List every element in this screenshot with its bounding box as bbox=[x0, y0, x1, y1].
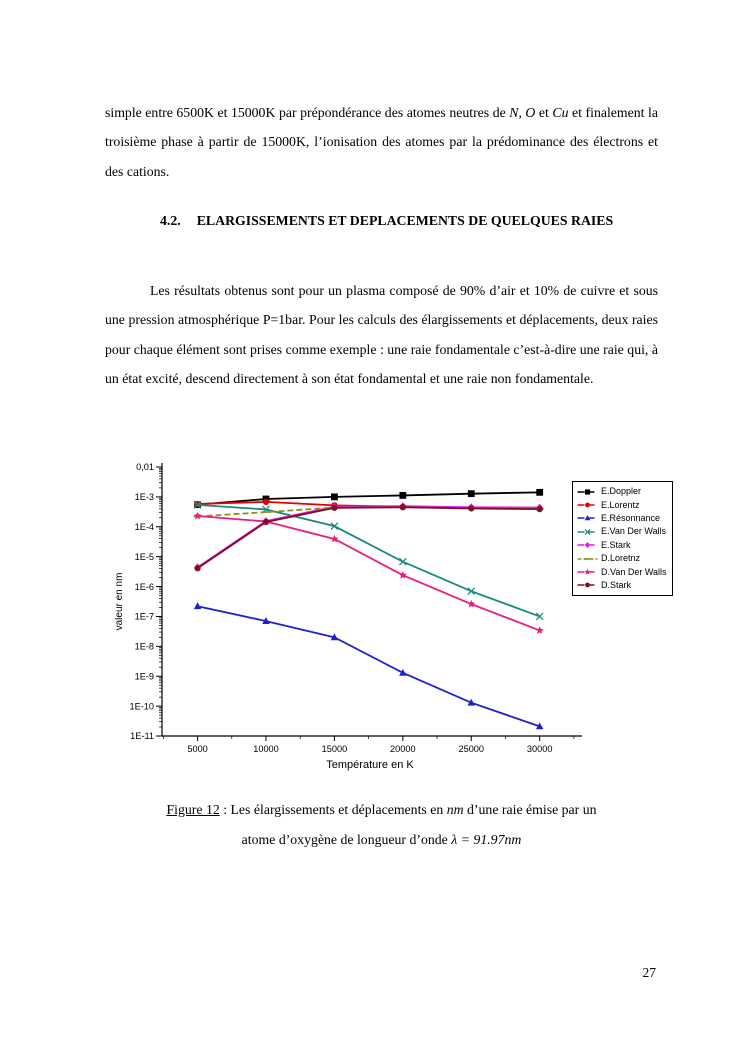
legend-label: D.Van Der Walls bbox=[601, 566, 667, 577]
chart-canvas: 0,01 1E-3 1E-4 1E-5 1E-6 1E-7 1E-8 1E-9 1E-10 1E-… bbox=[115, 462, 582, 771]
x-axis-tick-label: 10000 bbox=[253, 744, 279, 754]
page-number: 27 bbox=[642, 965, 657, 980]
text-run: d’une raie émise par un bbox=[463, 802, 597, 817]
legend-item-d-stark: D.Stark bbox=[577, 579, 672, 592]
series-e-van-der-walls bbox=[193, 501, 544, 621]
x-axis-title: Température en K bbox=[326, 759, 414, 771]
series-e-r-sonnance bbox=[193, 602, 544, 730]
y-axis-tick-label: 1E-3 bbox=[135, 492, 154, 502]
section-title: ELARGISSEMENTS ET DEPLACEMENTS DE QUELQU… bbox=[196, 213, 614, 228]
series-line-e-van-der-walls bbox=[197, 503, 540, 618]
section-number: 4.2. bbox=[160, 213, 181, 228]
x-axis-tick-label: 25000 bbox=[458, 744, 484, 754]
legend-item-e-lorentz: E.Lorentz bbox=[577, 498, 672, 511]
legend-key-star-icon bbox=[577, 568, 598, 575]
legend-key-circle-icon bbox=[577, 583, 598, 588]
series-line-e-doppler bbox=[197, 491, 540, 506]
text-run: nm bbox=[504, 832, 522, 847]
text-run: : Les élargissements et déplacements en bbox=[219, 802, 447, 817]
y-axis-tick-label: 1E-6 bbox=[135, 582, 154, 592]
legend-key-dash-icon bbox=[577, 557, 598, 560]
text-run: et bbox=[535, 104, 553, 120]
figure-caption-line2: atome d’oxygène de longueur d’onde λ = 9… bbox=[105, 825, 658, 855]
series-line-d-stark bbox=[197, 506, 540, 569]
legend-label: D.Stark bbox=[601, 579, 632, 590]
x-axis-tick-label: 15000 bbox=[322, 744, 348, 754]
y-axis-tick-label: 1E-9 bbox=[135, 671, 154, 681]
text-run: simple entre 6500K et 15000K par prépond… bbox=[105, 104, 510, 120]
legend-item-e-stark: E.Stark bbox=[577, 539, 672, 552]
legend-item-d-van-der-walls: D.Van Der Walls bbox=[577, 565, 672, 578]
legend-label: E.Doppler bbox=[601, 486, 642, 497]
x-axis-tick-label: 20000 bbox=[390, 744, 416, 754]
text-run: O bbox=[525, 104, 536, 120]
text-run: et finalement la troisième phase à parti… bbox=[105, 104, 658, 179]
legend-item-e-van-der-walls: E.Van Der Walls bbox=[577, 525, 672, 538]
y-axis-tick-label: 1E-11 bbox=[130, 731, 154, 741]
legend-key-triangle-icon bbox=[577, 515, 598, 521]
legend-label: E.Van Der Walls bbox=[601, 526, 667, 537]
y-axis-tick-label: 0,01 bbox=[136, 462, 154, 472]
legend-item-e-r-sonnance: E.Résonnance bbox=[577, 512, 672, 525]
axes: 0,01 1E-3 1E-4 1E-5 1E-6 1E-7 1E-8 1E-9 1E-10 1E-… bbox=[115, 462, 582, 771]
legend-key-square-icon bbox=[577, 489, 598, 495]
legend-item-e-doppler: E.Doppler bbox=[577, 485, 672, 498]
y-axis-tick-label: 1E-7 bbox=[135, 612, 154, 622]
series-d-van-der-walls bbox=[193, 511, 544, 634]
text-run: λ = 91.97 bbox=[451, 832, 505, 847]
y-axis-tick-label: 1E-5 bbox=[135, 552, 154, 562]
legend-key-diamond-icon bbox=[577, 542, 598, 549]
paragraph-intro: simple entre 6500K et 15000K par prépond… bbox=[105, 98, 658, 186]
series-line-d-van-der-walls bbox=[197, 515, 541, 632]
chart-legend: E.Doppler E.Lorentz E.Résonnance E.Van Der … bbox=[572, 481, 673, 597]
legend-key-circle-icon bbox=[577, 502, 598, 508]
legend-item-d-loretnz: D.Loretnz bbox=[577, 552, 672, 565]
figure-12-chart: 0,01 1E-3 1E-4 1E-5 1E-6 1E-7 1E-8 1E-9 1E-10 1E-… bbox=[115, 452, 743, 792]
y-axis-tick-label: 1E-8 bbox=[135, 642, 154, 652]
text-run: atome d’oxygène de longueur d’onde bbox=[241, 832, 452, 847]
text-run: Cu bbox=[552, 104, 569, 120]
legend-key-x-icon bbox=[577, 528, 598, 535]
legend-label: D.Loretnz bbox=[601, 553, 641, 564]
x-axis-tick-label: 30000 bbox=[527, 744, 553, 754]
legend-label: E.Lorentz bbox=[601, 499, 640, 510]
figure-caption: Figure 12 : Les élargissements et déplac… bbox=[105, 795, 658, 855]
legend-label: E.Résonnance bbox=[601, 512, 661, 523]
series-line-e-stark bbox=[197, 505, 540, 569]
series-d-stark bbox=[194, 504, 543, 572]
y-axis-title: valeur en nm bbox=[115, 573, 125, 631]
figure-caption-line1: Figure 12 : Les élargissements et déplac… bbox=[105, 795, 658, 825]
y-axis-tick-label: 1E-10 bbox=[129, 701, 154, 711]
legend-label: E.Stark bbox=[601, 539, 631, 550]
text-run: N bbox=[509, 104, 519, 120]
y-axis-tick-label: 1E-4 bbox=[135, 522, 154, 532]
section-heading: 4.2. ELARGISSEMENTS ET DEPLACEMENTS DE QU… bbox=[160, 213, 613, 229]
text-run: Figure 12 bbox=[166, 802, 220, 817]
text-run: , bbox=[518, 104, 526, 120]
text-run: nm bbox=[446, 802, 464, 817]
series-line-e-r-sonnance bbox=[197, 605, 540, 728]
paragraph-results: Les résultats obtenus sont pour un plasm… bbox=[105, 282, 658, 387]
x-axis-tick-label: 5000 bbox=[187, 744, 207, 754]
